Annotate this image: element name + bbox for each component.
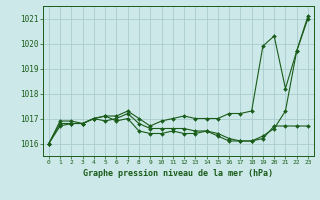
X-axis label: Graphe pression niveau de la mer (hPa): Graphe pression niveau de la mer (hPa) (84, 169, 273, 178)
